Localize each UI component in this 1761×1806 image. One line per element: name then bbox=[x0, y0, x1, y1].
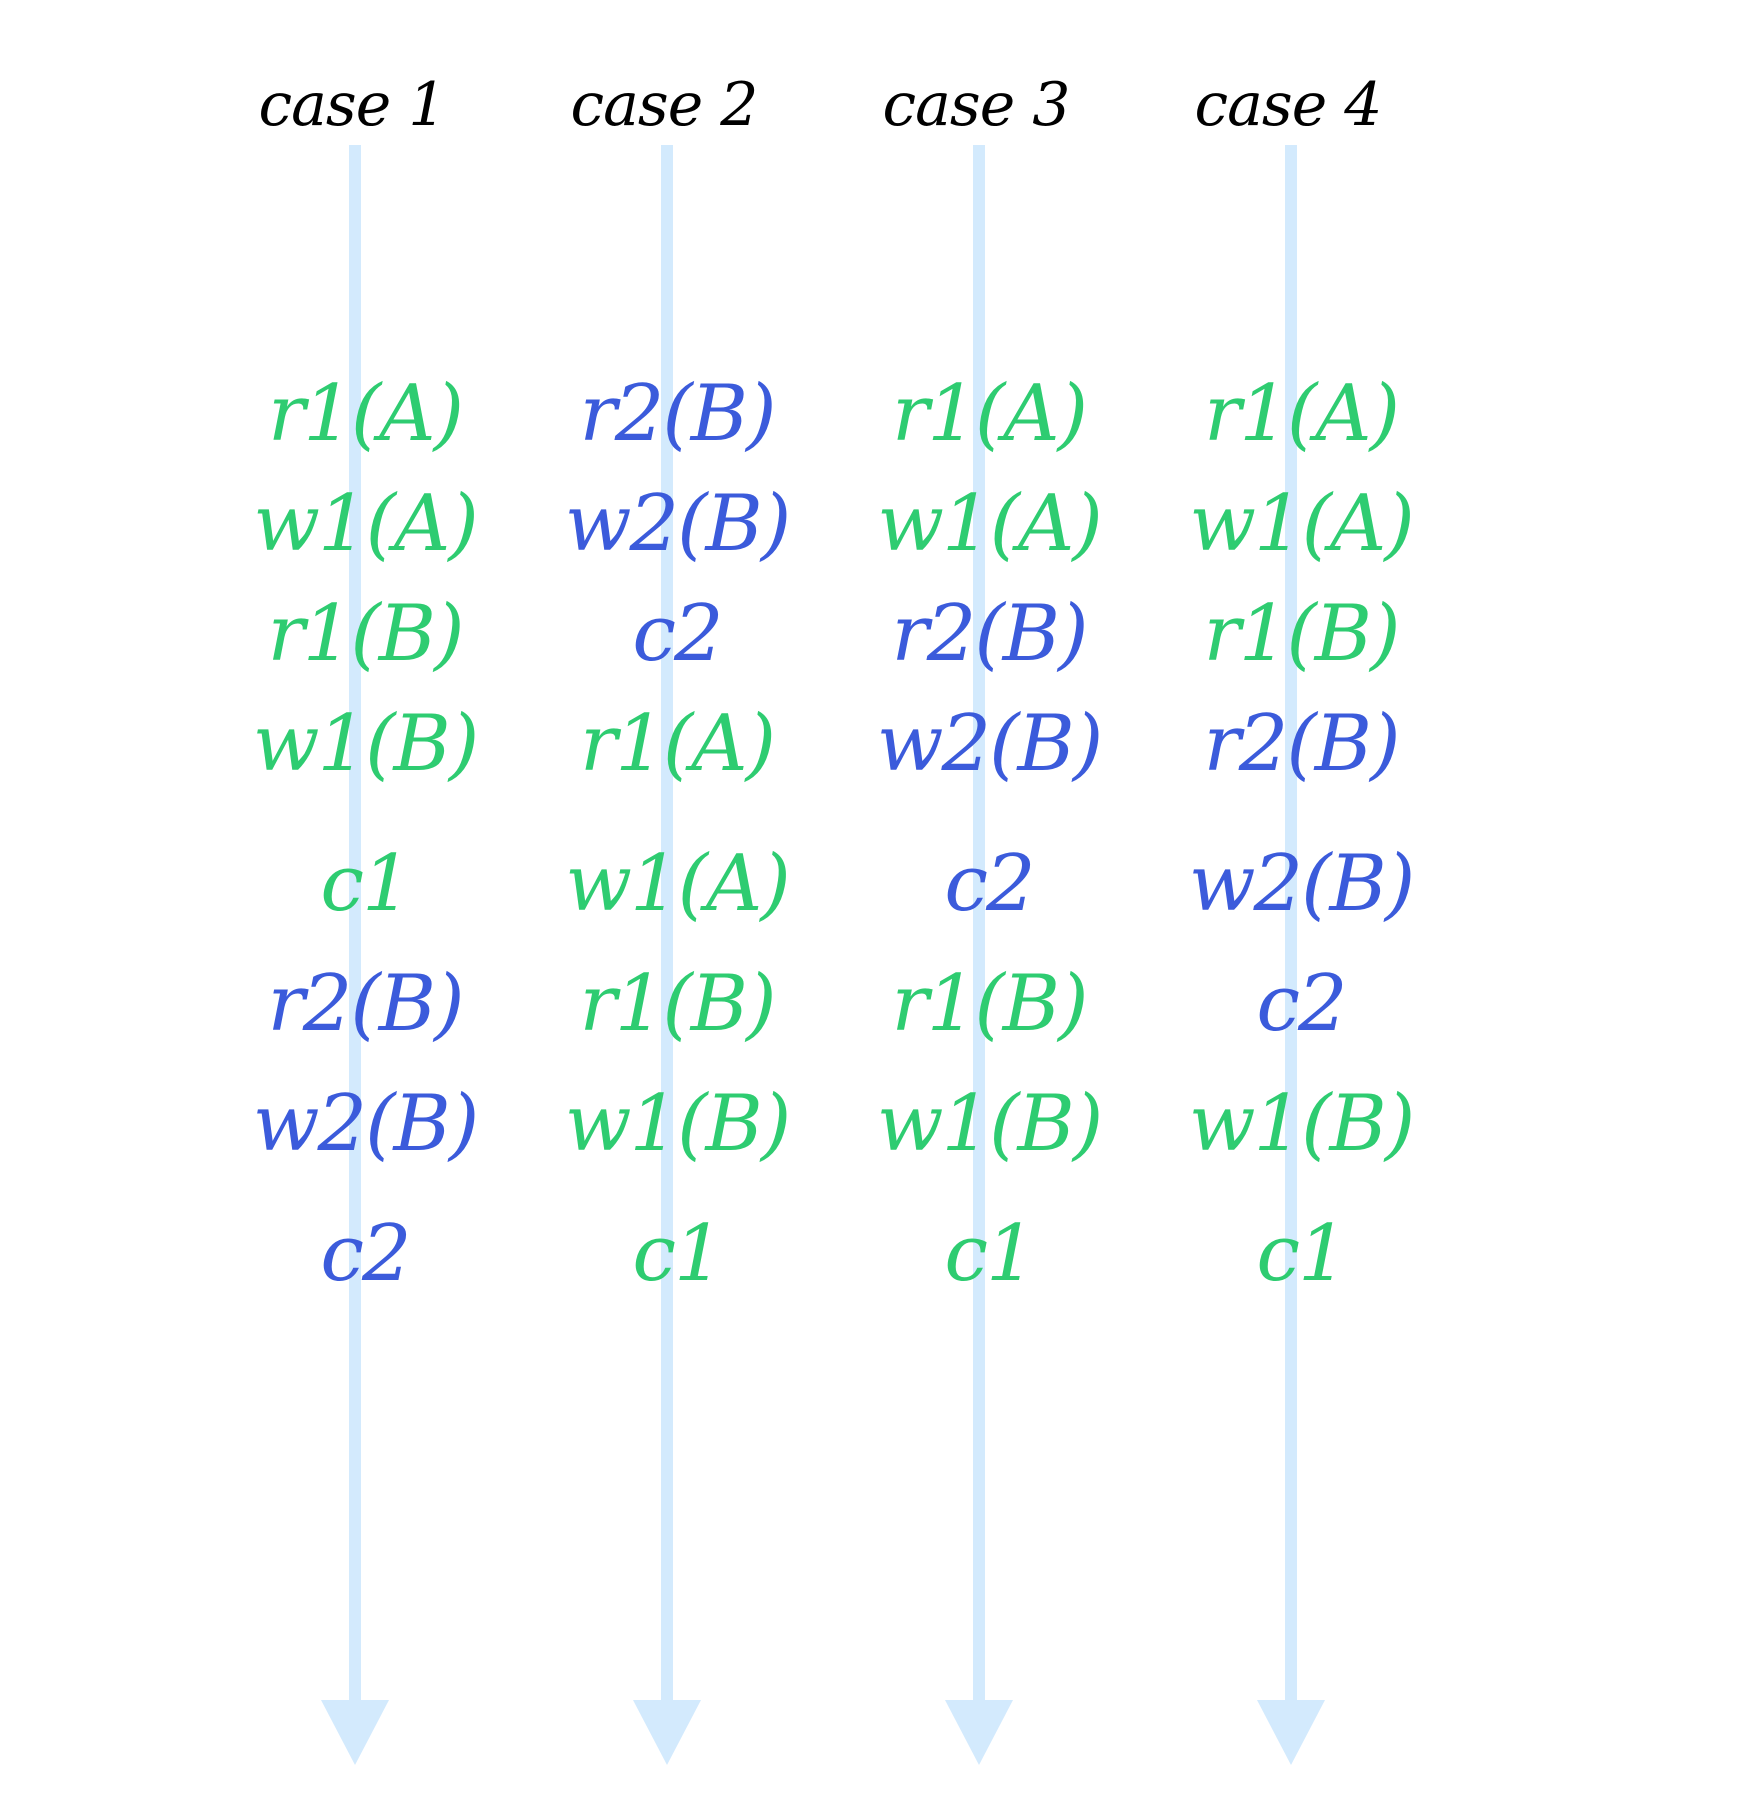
operation-r1a: r1(A) bbox=[580, 699, 774, 789]
operation-c2: c2 bbox=[632, 589, 721, 679]
operation-c2: c2 bbox=[944, 839, 1033, 929]
operation-r1b: r1(B) bbox=[1203, 589, 1398, 679]
operation-r1b: r1(B) bbox=[267, 589, 462, 679]
case-title: case 4 bbox=[1195, 70, 1382, 140]
operation-r2b: r2(B) bbox=[1203, 699, 1398, 789]
timeline-arrow-head bbox=[633, 1700, 701, 1765]
operation-w1a: w1(A) bbox=[1189, 479, 1413, 569]
operation-w2b: w2(B) bbox=[253, 1079, 478, 1169]
operation-w1a: w1(A) bbox=[565, 839, 789, 929]
case-title: case 1 bbox=[259, 70, 446, 140]
case-column-3: case 3 r1(A) w1(A) r2(B) w2(B) c2 r1(B) w1(B) c1 bbox=[877, 70, 1103, 1765]
operation-r2b: r2(B) bbox=[579, 369, 774, 459]
timeline-arrow-head bbox=[1257, 1700, 1325, 1765]
operation-r1b: r1(B) bbox=[579, 959, 774, 1049]
operation-w2b: w2(B) bbox=[877, 699, 1102, 789]
operation-w1a: w1(A) bbox=[877, 479, 1101, 569]
operation-c1: c1 bbox=[1256, 1209, 1345, 1299]
operation-w1b: w1(B) bbox=[877, 1079, 1102, 1169]
operation-c1: c1 bbox=[944, 1209, 1033, 1299]
operation-r1b: r1(B) bbox=[891, 959, 1086, 1049]
operation-w1b: w1(B) bbox=[565, 1079, 790, 1169]
operation-w1b: w1(B) bbox=[253, 699, 478, 789]
operation-r1a: r1(A) bbox=[1204, 369, 1398, 459]
operation-w1b: w1(B) bbox=[1189, 1079, 1414, 1169]
operation-c1: c1 bbox=[320, 839, 409, 929]
operation-c1: c1 bbox=[632, 1209, 721, 1299]
timeline-arrow-head bbox=[321, 1700, 389, 1765]
operation-r2b: r2(B) bbox=[267, 959, 462, 1049]
operation-w1a: w1(A) bbox=[253, 479, 477, 569]
operation-w2b: w2(B) bbox=[565, 479, 790, 569]
operation-r1a: r1(A) bbox=[268, 369, 462, 459]
case-columns: case 1 r1(A) w1(A) r1(B) w1(B) c1 r2(B) w2(B) c2… bbox=[253, 70, 1415, 1765]
case-title: case 2 bbox=[571, 70, 758, 140]
operation-w2b: w2(B) bbox=[1189, 839, 1414, 929]
timeline-arrow-head bbox=[945, 1700, 1013, 1765]
operation-c2: c2 bbox=[1256, 959, 1345, 1049]
case-column-2: case 2 r2(B) w2(B) c2 r1(A) w1(A) r1(B) w1(B) c1 bbox=[565, 70, 791, 1765]
operation-r2b: r2(B) bbox=[891, 589, 1086, 679]
case-column-4: case 4 r1(A) w1(A) r1(B) r2(B) w2(B) c2 w1(B) c1 bbox=[1189, 70, 1415, 1765]
case-column-1: case 1 r1(A) w1(A) r1(B) w1(B) c1 r2(B) w2(B) c2 bbox=[253, 70, 479, 1765]
case-title: case 3 bbox=[883, 70, 1070, 140]
operation-c2: c2 bbox=[320, 1209, 409, 1299]
operation-r1a: r1(A) bbox=[892, 369, 1086, 459]
